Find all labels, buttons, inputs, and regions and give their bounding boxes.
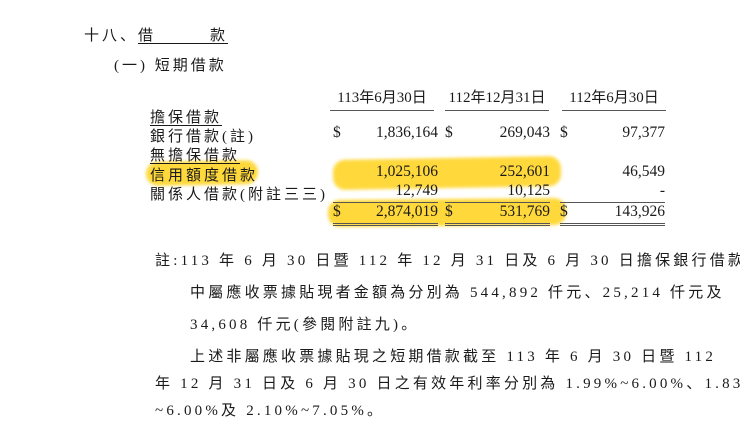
table-cell: 1,025,106 [333, 163, 438, 183]
row-label: 信用額度借款 [150, 168, 259, 184]
table-cell: 10,125 [445, 182, 550, 203]
note-line: 34,608 仟元(參閱附註九)。 [190, 317, 420, 333]
amount: 12,749 [395, 182, 438, 199]
column-header: 113年6月30日 [330, 86, 434, 111]
amount: 2,874,019 [376, 203, 438, 220]
row-heading-unsecured: 無擔保借款 [150, 148, 241, 164]
table-cell: $269,043 [445, 124, 550, 144]
note-line: 註:113 年 6 月 30 日暨 112 年 12 月 31 日及 6 月 3… [155, 253, 740, 269]
note-line: 中屬應收票據貼現者金額為分別為 544,892 仟元、25,214 仟元及 [190, 285, 725, 301]
amount: - [659, 182, 665, 199]
section-title: 借 款 [138, 28, 229, 44]
row-label: 銀行借款(註) [150, 129, 256, 145]
amount: 10,125 [507, 182, 550, 199]
amount: 46,549 [622, 163, 665, 180]
subsection-number: (一) [114, 58, 148, 74]
subsection-heading: (一) 短期借款 [114, 54, 227, 75]
table-cell: - [560, 182, 665, 203]
amount: 1,836,164 [376, 124, 438, 141]
note-line: ~6.00%及 2.10%~7.05%。 [155, 403, 386, 419]
amount: 143,926 [614, 203, 665, 220]
table-cell: $97,377 [560, 124, 665, 144]
row-heading-secured: 擔保借款 [150, 110, 223, 126]
table-cell: $1,836,164 [333, 124, 438, 144]
table-cell: 46,549 [560, 163, 665, 183]
section-number: 十八、 [84, 28, 139, 44]
row-label: 關係人借款(附註三三) [150, 187, 328, 203]
section-heading: 十八、借 款 [84, 24, 228, 45]
amount: 97,377 [622, 124, 665, 141]
currency-symbol: $ [560, 203, 568, 220]
total-cell: $2,874,019 [333, 203, 438, 226]
currency-symbol: $ [333, 124, 341, 141]
note-line: 年 12 月 31 日及 6 月 30 日之有效年利率分別為 1.99%~6.0… [155, 376, 740, 392]
column-header: 112年12月31日 [445, 86, 549, 111]
subsection-title: 短期借款 [154, 58, 227, 74]
amount: 1,025,106 [376, 163, 438, 180]
table-cell: 252,601 [445, 163, 550, 183]
currency-symbol: $ [560, 124, 568, 141]
note-line: 上述非屬應收票據貼現之短期借款截至 113 年 6 月 30 日暨 112 [190, 349, 717, 365]
currency-symbol: $ [445, 203, 453, 220]
currency-symbol: $ [445, 124, 453, 141]
total-cell: $531,769 [445, 203, 550, 226]
amount: 531,769 [499, 203, 550, 220]
total-cell: $143,926 [560, 203, 665, 226]
amount: 269,043 [499, 124, 550, 141]
amount: 252,601 [499, 163, 550, 180]
table-cell: 12,749 [333, 182, 438, 203]
currency-symbol: $ [333, 203, 341, 220]
column-header: 112年6月30日 [562, 86, 666, 111]
